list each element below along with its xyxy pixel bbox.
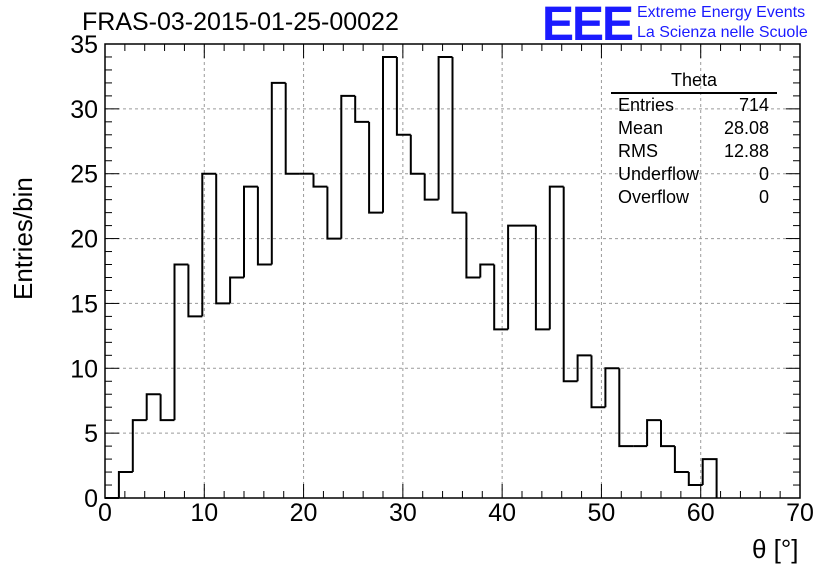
stats-row-rms: RMS 12.88: [611, 140, 777, 163]
histogram-bin: [604, 367, 620, 408]
y-tick-label: 10: [70, 355, 98, 383]
histogram-bin: [590, 355, 606, 409]
y-tick-label: 15: [70, 290, 98, 318]
stats-label: Mean: [618, 118, 664, 138]
x-tick-label: 20: [290, 499, 318, 527]
histogram-bin: [534, 225, 550, 331]
histogram-bin: [409, 134, 425, 175]
histogram-bin: [284, 82, 300, 175]
eee-logo: EEE: [542, 0, 634, 51]
x-tick-label: 50: [588, 499, 616, 527]
stats-label: Underflow: [618, 164, 700, 184]
x-tick-label: 60: [687, 499, 715, 527]
histogram-bin: [423, 173, 439, 201]
histogram-bin: [479, 263, 495, 278]
histogram-bin: [131, 419, 147, 473]
histogram-bin: [145, 393, 161, 421]
histogram-bin: [256, 186, 272, 266]
histogram-bin: [173, 263, 189, 421]
histogram-bin: [576, 354, 592, 382]
stats-row-underflow: Underflow 0: [611, 163, 777, 186]
histogram-bin: [243, 185, 258, 278]
histogram-bin: [465, 212, 481, 279]
plot-frame: [104, 43, 801, 499]
stats-title: Theta: [611, 70, 777, 94]
stats-box: Theta Entries 714 Mean 28.08 RMS 12.88 U…: [611, 70, 777, 209]
y-axis-label: Entries/bin: [8, 177, 38, 300]
histogram-bin: [312, 173, 328, 188]
histogram-bin: [562, 186, 578, 383]
x-axis-label: θ [°]: [752, 534, 799, 564]
histogram-bin: [368, 121, 383, 214]
histogram-bin: [660, 420, 675, 448]
stats-row-mean: Mean 28.08: [611, 117, 777, 140]
histogram-bin: [507, 224, 522, 330]
y-tick-label: 5: [84, 420, 98, 448]
x-tick-label: 30: [389, 499, 417, 527]
stats-row-overflow: Overflow 0: [611, 186, 777, 209]
x-tick-label: 10: [190, 499, 218, 527]
histogram-bin: [201, 172, 217, 317]
histogram-bin: [701, 458, 718, 498]
logo-line-1: Extreme Energy Events: [637, 4, 806, 21]
logo-line-2: La Scienza nelle Scuole: [637, 24, 808, 41]
stats-value: 12.88: [723, 141, 769, 161]
stats-value: 714: [738, 95, 769, 115]
histogram-bin: [548, 185, 564, 330]
histogram-bin: [687, 472, 703, 487]
x-tick-label: 0: [98, 499, 112, 527]
histogram-bin: [493, 264, 509, 331]
histogram-bin: [229, 276, 244, 304]
histogram-bin: [159, 394, 175, 422]
histogram-bin: [117, 471, 133, 498]
histogram-bin: [326, 186, 342, 240]
histogram-bin: [382, 55, 397, 213]
y-tick-label: 35: [70, 31, 98, 59]
stats-label: Overflow: [618, 187, 690, 207]
histogram-bin: [187, 264, 203, 318]
stats-value: 0: [758, 187, 769, 207]
stats-value: 0: [758, 164, 769, 184]
stats-label: RMS: [618, 141, 658, 161]
y-tick-label: 30: [70, 96, 98, 124]
stats-row-entries: Entries 714: [611, 94, 777, 117]
histogram-bin: [395, 56, 411, 136]
stats-value: 28.08: [723, 118, 769, 138]
histogram-bin: [646, 419, 661, 447]
y-tick-label: 25: [70, 161, 98, 189]
stats-label: Entries: [618, 95, 675, 115]
histogram-bin: [618, 368, 634, 448]
histogram-bin: [215, 173, 231, 305]
histogram-bin: [270, 81, 286, 265]
histogram-bin: [437, 55, 453, 200]
chart-title: FRAS-03-2015-01-25-00022: [82, 8, 399, 36]
histogram-bin: [673, 446, 689, 474]
y-tick-label: 0: [84, 485, 98, 513]
histogram-bin: [354, 95, 370, 123]
x-tick-label: 40: [488, 499, 516, 527]
histogram-bin: [451, 56, 467, 214]
x-tick-label: 70: [786, 499, 814, 527]
y-tick-label: 20: [70, 226, 98, 254]
histogram-bin: [340, 94, 356, 239]
